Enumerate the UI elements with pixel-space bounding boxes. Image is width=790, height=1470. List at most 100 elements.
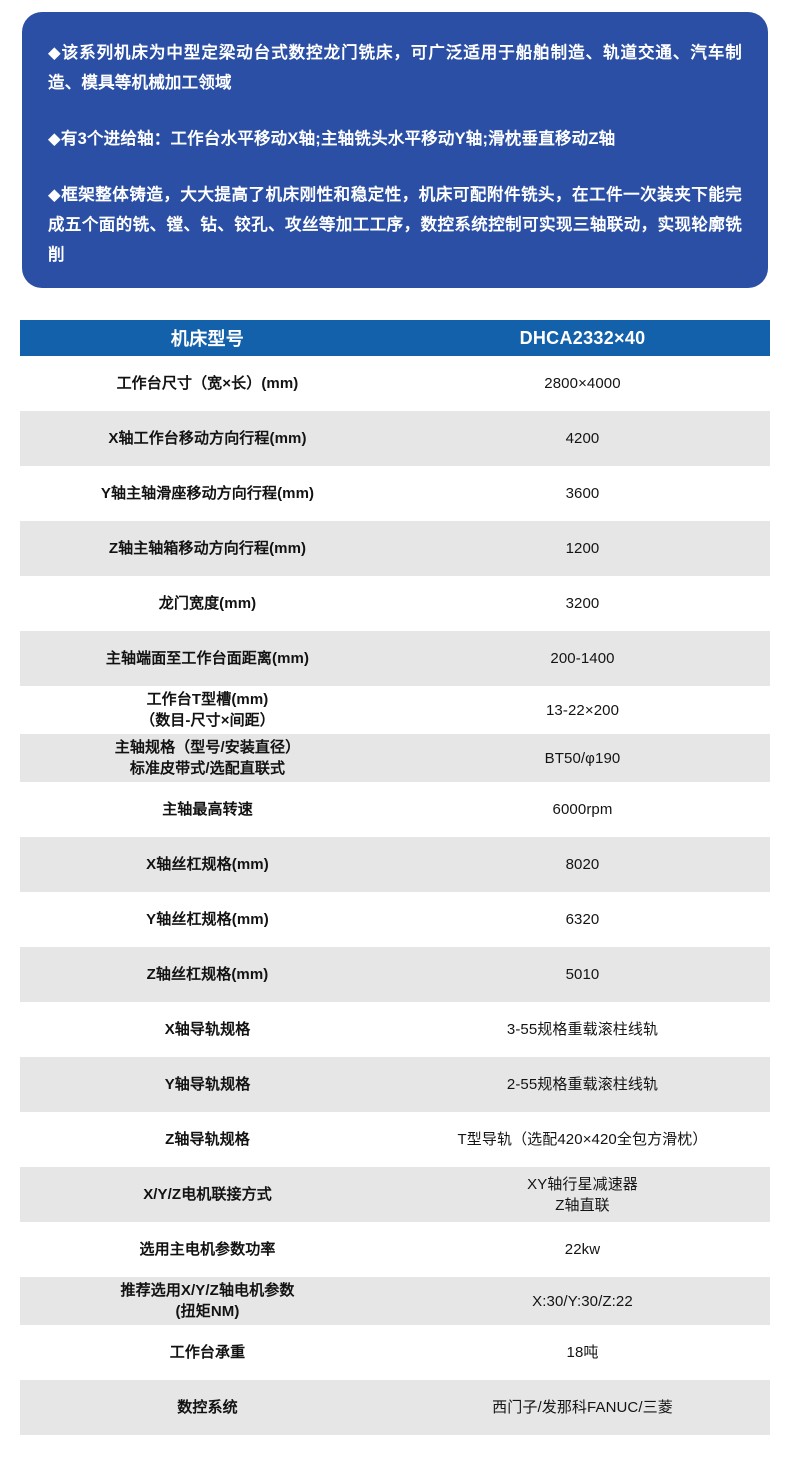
spec-value-text: 22kw bbox=[564, 1241, 601, 1258]
spec-value-cell: 2800×4000 bbox=[395, 356, 770, 411]
table-row: 龙门宽度(mm) 3200 bbox=[20, 576, 770, 631]
spec-value-cell: 8020 bbox=[395, 837, 770, 892]
table-row: Z轴主轴箱移动方向行程(mm) 1200 bbox=[20, 521, 770, 576]
spec-label-text: 数控系统 bbox=[177, 1399, 238, 1416]
spec-label-text: 主轴规格（型号/安装直径） 标准皮带式/选配直联式 bbox=[114, 739, 301, 777]
intro-paragraph-1: ◆该系列机床为中型定梁动台式数控龙门铣床，可广泛适用于船舶制造、轨道交通、汽车制… bbox=[48, 44, 742, 92]
spec-label-text: Z轴导轨规格 bbox=[165, 1131, 250, 1148]
table-row: Y轴主轴滑座移动方向行程(mm) 3600 bbox=[20, 466, 770, 521]
spec-label-text: X/Y/Z电机联接方式 bbox=[143, 1186, 272, 1203]
specification-table: 机床型号 DHCA2332×40 工作台尺寸（宽×长）(mm) 2800×4000… bbox=[20, 320, 770, 1435]
spec-label-text: Y轴主轴滑座移动方向行程(mm) bbox=[100, 485, 315, 502]
spec-value-text: BT50/φ190 bbox=[544, 749, 621, 767]
table-row: X轴工作台移动方向行程(mm) 4200 bbox=[20, 411, 770, 466]
spec-value-text: 2-55规格重载滚柱线轨 bbox=[506, 1076, 659, 1093]
spec-label-text: 工作台承重 bbox=[169, 1344, 246, 1361]
spec-value-cell: 2-55规格重载滚柱线轨 bbox=[395, 1057, 770, 1112]
spec-value-cell: 1200 bbox=[395, 521, 770, 576]
spec-label-text: X轴导轨规格 bbox=[164, 1021, 251, 1038]
spec-label-text: X轴工作台移动方向行程(mm) bbox=[108, 430, 307, 447]
table-row: 推荐选用X/Y/Z轴电机参数 (扭矩NM) X:30/Y:30/Z:22 bbox=[20, 1277, 770, 1325]
spec-label-cell: 工作台承重 bbox=[20, 1325, 395, 1380]
spec-value-text: X:30/Y:30/Z:22 bbox=[532, 1292, 633, 1310]
spec-label-cell: X轴导轨规格 bbox=[20, 1002, 395, 1057]
spec-value-text: 3600 bbox=[565, 485, 600, 502]
spec-value-text: T型导轨（选配420×420全包方滑枕） bbox=[457, 1131, 708, 1148]
spec-value-cell: T型导轨（选配420×420全包方滑枕） bbox=[395, 1112, 770, 1167]
spec-label-text: 工作台尺寸（宽×长）(mm) bbox=[116, 375, 299, 392]
intro-description-panel: ◆该系列机床为中型定梁动台式数控龙门铣床，可广泛适用于船舶制造、轨道交通、汽车制… bbox=[22, 12, 768, 288]
header-label-machine-model: 机床型号 bbox=[20, 320, 395, 356]
spec-value-text: XY轴行星减速器 Z轴直联 bbox=[527, 1175, 638, 1214]
table-row: 主轴最高转速 6000rpm bbox=[20, 782, 770, 837]
spec-value-text: 1200 bbox=[565, 540, 600, 557]
spec-value-cell: 13-22×200 bbox=[395, 686, 770, 734]
spec-value-cell: 3-55规格重载滚柱线轨 bbox=[395, 1002, 770, 1057]
spec-label-text: 主轴端面至工作台面距离(mm) bbox=[105, 650, 310, 667]
spec-label-cell: Y轴主轴滑座移动方向行程(mm) bbox=[20, 466, 395, 521]
spec-value-text: 3200 bbox=[565, 595, 600, 612]
spec-label-text: 主轴最高转速 bbox=[162, 801, 253, 818]
table-row: 选用主电机参数功率 22kw bbox=[20, 1222, 770, 1277]
table-row: X轴丝杠规格(mm) 8020 bbox=[20, 837, 770, 892]
spec-value-text: 西门子/发那科FANUC/三菱 bbox=[492, 1399, 673, 1416]
table-row: Z轴丝杠规格(mm) 5010 bbox=[20, 947, 770, 1002]
table-row: 工作台尺寸（宽×长）(mm) 2800×4000 bbox=[20, 356, 770, 411]
spec-label-text: Z轴主轴箱移动方向行程(mm) bbox=[108, 540, 307, 557]
spec-value-text: 6000rpm bbox=[552, 801, 613, 818]
spec-label-cell: Y轴丝杠规格(mm) bbox=[20, 892, 395, 947]
spec-value-cell: 3200 bbox=[395, 576, 770, 631]
spec-label-cell: Z轴丝杠规格(mm) bbox=[20, 947, 395, 1002]
table-row: 主轴端面至工作台面距离(mm) 200-1400 bbox=[20, 631, 770, 686]
intro-paragraph-3: ◆框架整体铸造，大大提高了机床刚性和稳定性，机床可配附件铣头，在工件一次装夹下能… bbox=[48, 186, 742, 264]
spec-value-text: 200-1400 bbox=[550, 650, 615, 667]
table-row: X/Y/Z电机联接方式 XY轴行星减速器 Z轴直联 bbox=[20, 1167, 770, 1222]
spec-label-cell: 工作台T型槽(mm) （数目-尺寸×间距） bbox=[20, 686, 395, 734]
spec-value-text: 2800×4000 bbox=[544, 375, 621, 392]
spec-value-cell: XY轴行星减速器 Z轴直联 bbox=[395, 1167, 770, 1222]
spec-label-text: 推荐选用X/Y/Z轴电机参数 (扭矩NM) bbox=[120, 1282, 295, 1320]
spec-label-cell: X轴工作台移动方向行程(mm) bbox=[20, 411, 395, 466]
header-value-machine-model: DHCA2332×40 bbox=[395, 320, 770, 356]
spec-value-text: 6320 bbox=[565, 911, 600, 928]
spec-value-text: 5010 bbox=[565, 966, 600, 983]
spec-label-cell: 主轴最高转速 bbox=[20, 782, 395, 837]
spec-value-text: 13-22×200 bbox=[545, 701, 620, 719]
spec-label-text: Z轴丝杠规格(mm) bbox=[146, 966, 269, 983]
spec-value-text: 8020 bbox=[565, 856, 600, 873]
spec-label-cell: Z轴导轨规格 bbox=[20, 1112, 395, 1167]
spec-label-cell: X/Y/Z电机联接方式 bbox=[20, 1167, 395, 1222]
spec-value-cell: BT50/φ190 bbox=[395, 734, 770, 782]
spec-value-text: 3-55规格重载滚柱线轨 bbox=[506, 1021, 659, 1038]
table-row: Y轴导轨规格 2-55规格重载滚柱线轨 bbox=[20, 1057, 770, 1112]
spec-value-text: 4200 bbox=[565, 430, 600, 447]
spec-value-cell: 4200 bbox=[395, 411, 770, 466]
spec-label-cell: 龙门宽度(mm) bbox=[20, 576, 395, 631]
spec-value-cell: 西门子/发那科FANUC/三菱 bbox=[395, 1380, 770, 1435]
table-row: Z轴导轨规格 T型导轨（选配420×420全包方滑枕） bbox=[20, 1112, 770, 1167]
spec-value-cell: 22kw bbox=[395, 1222, 770, 1277]
spec-label-text: Y轴导轨规格 bbox=[164, 1076, 251, 1093]
intro-paragraph-2: ◆有3个进给轴：工作台水平移动X轴;主轴铣头水平移动Y轴;滑枕垂直移动Z轴 bbox=[48, 130, 616, 148]
spec-value-text: 18吨 bbox=[566, 1344, 599, 1361]
table-row: 主轴规格（型号/安装直径） 标准皮带式/选配直联式 BT50/φ190 bbox=[20, 734, 770, 782]
spec-value-cell: 3600 bbox=[395, 466, 770, 521]
spec-value-cell: 6000rpm bbox=[395, 782, 770, 837]
spec-value-cell: 200-1400 bbox=[395, 631, 770, 686]
spec-value-cell: X:30/Y:30/Z:22 bbox=[395, 1277, 770, 1325]
spec-label-cell: 数控系统 bbox=[20, 1380, 395, 1435]
spec-label-cell: 工作台尺寸（宽×长）(mm) bbox=[20, 356, 395, 411]
table-body: 工作台尺寸（宽×长）(mm) 2800×4000 X轴工作台移动方向行程(mm) 42… bbox=[20, 356, 770, 1435]
spec-label-cell: 主轴规格（型号/安装直径） 标准皮带式/选配直联式 bbox=[20, 734, 395, 782]
spec-label-text: X轴丝杠规格(mm) bbox=[146, 856, 269, 873]
spec-label-cell: 推荐选用X/Y/Z轴电机参数 (扭矩NM) bbox=[20, 1277, 395, 1325]
spec-label-cell: 主轴端面至工作台面距离(mm) bbox=[20, 631, 395, 686]
spec-label-text: 工作台T型槽(mm) （数目-尺寸×间距） bbox=[140, 691, 275, 729]
table-row: 数控系统 西门子/发那科FANUC/三菱 bbox=[20, 1380, 770, 1435]
table-header-row: 机床型号 DHCA2332×40 bbox=[20, 320, 770, 356]
spec-label-text: Y轴丝杠规格(mm) bbox=[146, 911, 269, 928]
spec-label-text: 选用主电机参数功率 bbox=[139, 1241, 276, 1258]
table-row: Y轴丝杠规格(mm) 6320 bbox=[20, 892, 770, 947]
table-row: X轴导轨规格 3-55规格重载滚柱线轨 bbox=[20, 1002, 770, 1057]
